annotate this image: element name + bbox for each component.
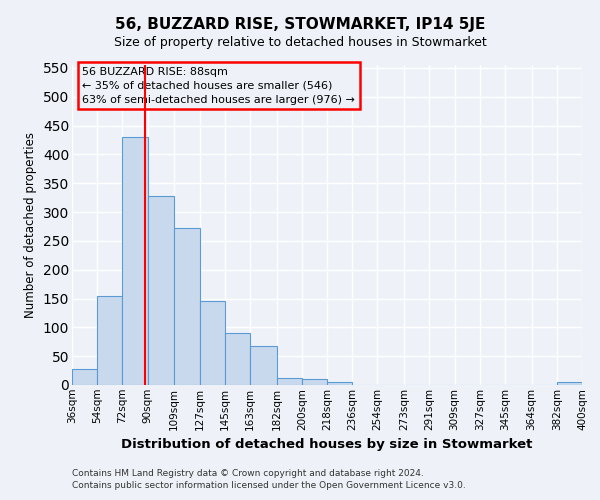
Bar bbox=[302, 379, 327, 385]
Text: 56 BUZZARD RISE: 88sqm
← 35% of detached houses are smaller (546)
63% of semi-de: 56 BUZZARD RISE: 88sqm ← 35% of detached… bbox=[82, 66, 355, 104]
Bar bbox=[277, 378, 302, 385]
Bar bbox=[174, 228, 200, 385]
Text: Size of property relative to detached houses in Stowmarket: Size of property relative to detached ho… bbox=[113, 36, 487, 49]
Text: Contains HM Land Registry data © Crown copyright and database right 2024.: Contains HM Land Registry data © Crown c… bbox=[72, 468, 424, 477]
Text: Contains public sector information licensed under the Open Government Licence v3: Contains public sector information licen… bbox=[72, 481, 466, 490]
Bar bbox=[122, 137, 148, 385]
X-axis label: Distribution of detached houses by size in Stowmarket: Distribution of detached houses by size … bbox=[121, 438, 533, 451]
Bar bbox=[250, 346, 277, 385]
Bar bbox=[97, 296, 122, 385]
Bar bbox=[327, 382, 352, 385]
Bar bbox=[148, 196, 174, 385]
Bar bbox=[557, 382, 582, 385]
Text: 56, BUZZARD RISE, STOWMARKET, IP14 5JE: 56, BUZZARD RISE, STOWMARKET, IP14 5JE bbox=[115, 18, 485, 32]
Y-axis label: Number of detached properties: Number of detached properties bbox=[24, 132, 37, 318]
Bar bbox=[72, 369, 97, 385]
Bar bbox=[225, 333, 250, 385]
Bar bbox=[200, 302, 225, 385]
